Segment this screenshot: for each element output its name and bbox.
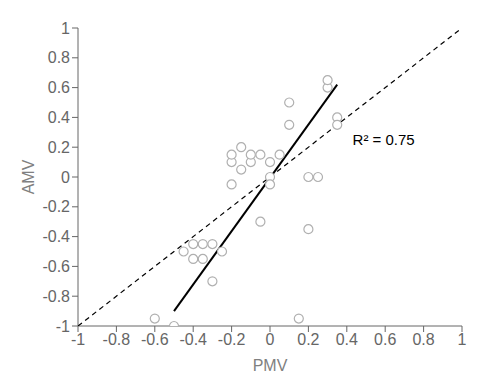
svg-text:PMV: PMV (253, 357, 288, 374)
svg-text:0: 0 (266, 331, 275, 348)
svg-text:-0.6: -0.6 (42, 258, 70, 275)
svg-text:1: 1 (61, 20, 70, 37)
svg-text:0.8: 0.8 (48, 49, 70, 66)
svg-text:-0.2: -0.2 (218, 331, 246, 348)
svg-text:-1: -1 (71, 331, 85, 348)
svg-text:0.4: 0.4 (48, 109, 70, 126)
svg-text:0: 0 (61, 169, 70, 186)
svg-text:0.2: 0.2 (48, 139, 70, 156)
svg-text:0.6: 0.6 (48, 79, 70, 96)
svg-text:-0.6: -0.6 (141, 331, 169, 348)
svg-text:AMV: AMV (20, 159, 37, 194)
svg-text:R² = 0.75: R² = 0.75 (353, 131, 415, 148)
svg-text:-0.8: -0.8 (103, 331, 131, 348)
svg-text:-1: -1 (56, 318, 70, 335)
svg-text:0.4: 0.4 (336, 331, 358, 348)
svg-text:0.6: 0.6 (374, 331, 396, 348)
svg-text:0.2: 0.2 (297, 331, 319, 348)
svg-text:1: 1 (458, 331, 467, 348)
svg-text:-0.4: -0.4 (42, 228, 70, 245)
svg-text:-0.4: -0.4 (179, 331, 207, 348)
svg-text:0.8: 0.8 (412, 331, 434, 348)
svg-text:-0.8: -0.8 (42, 288, 70, 305)
svg-text:-0.2: -0.2 (42, 198, 70, 215)
